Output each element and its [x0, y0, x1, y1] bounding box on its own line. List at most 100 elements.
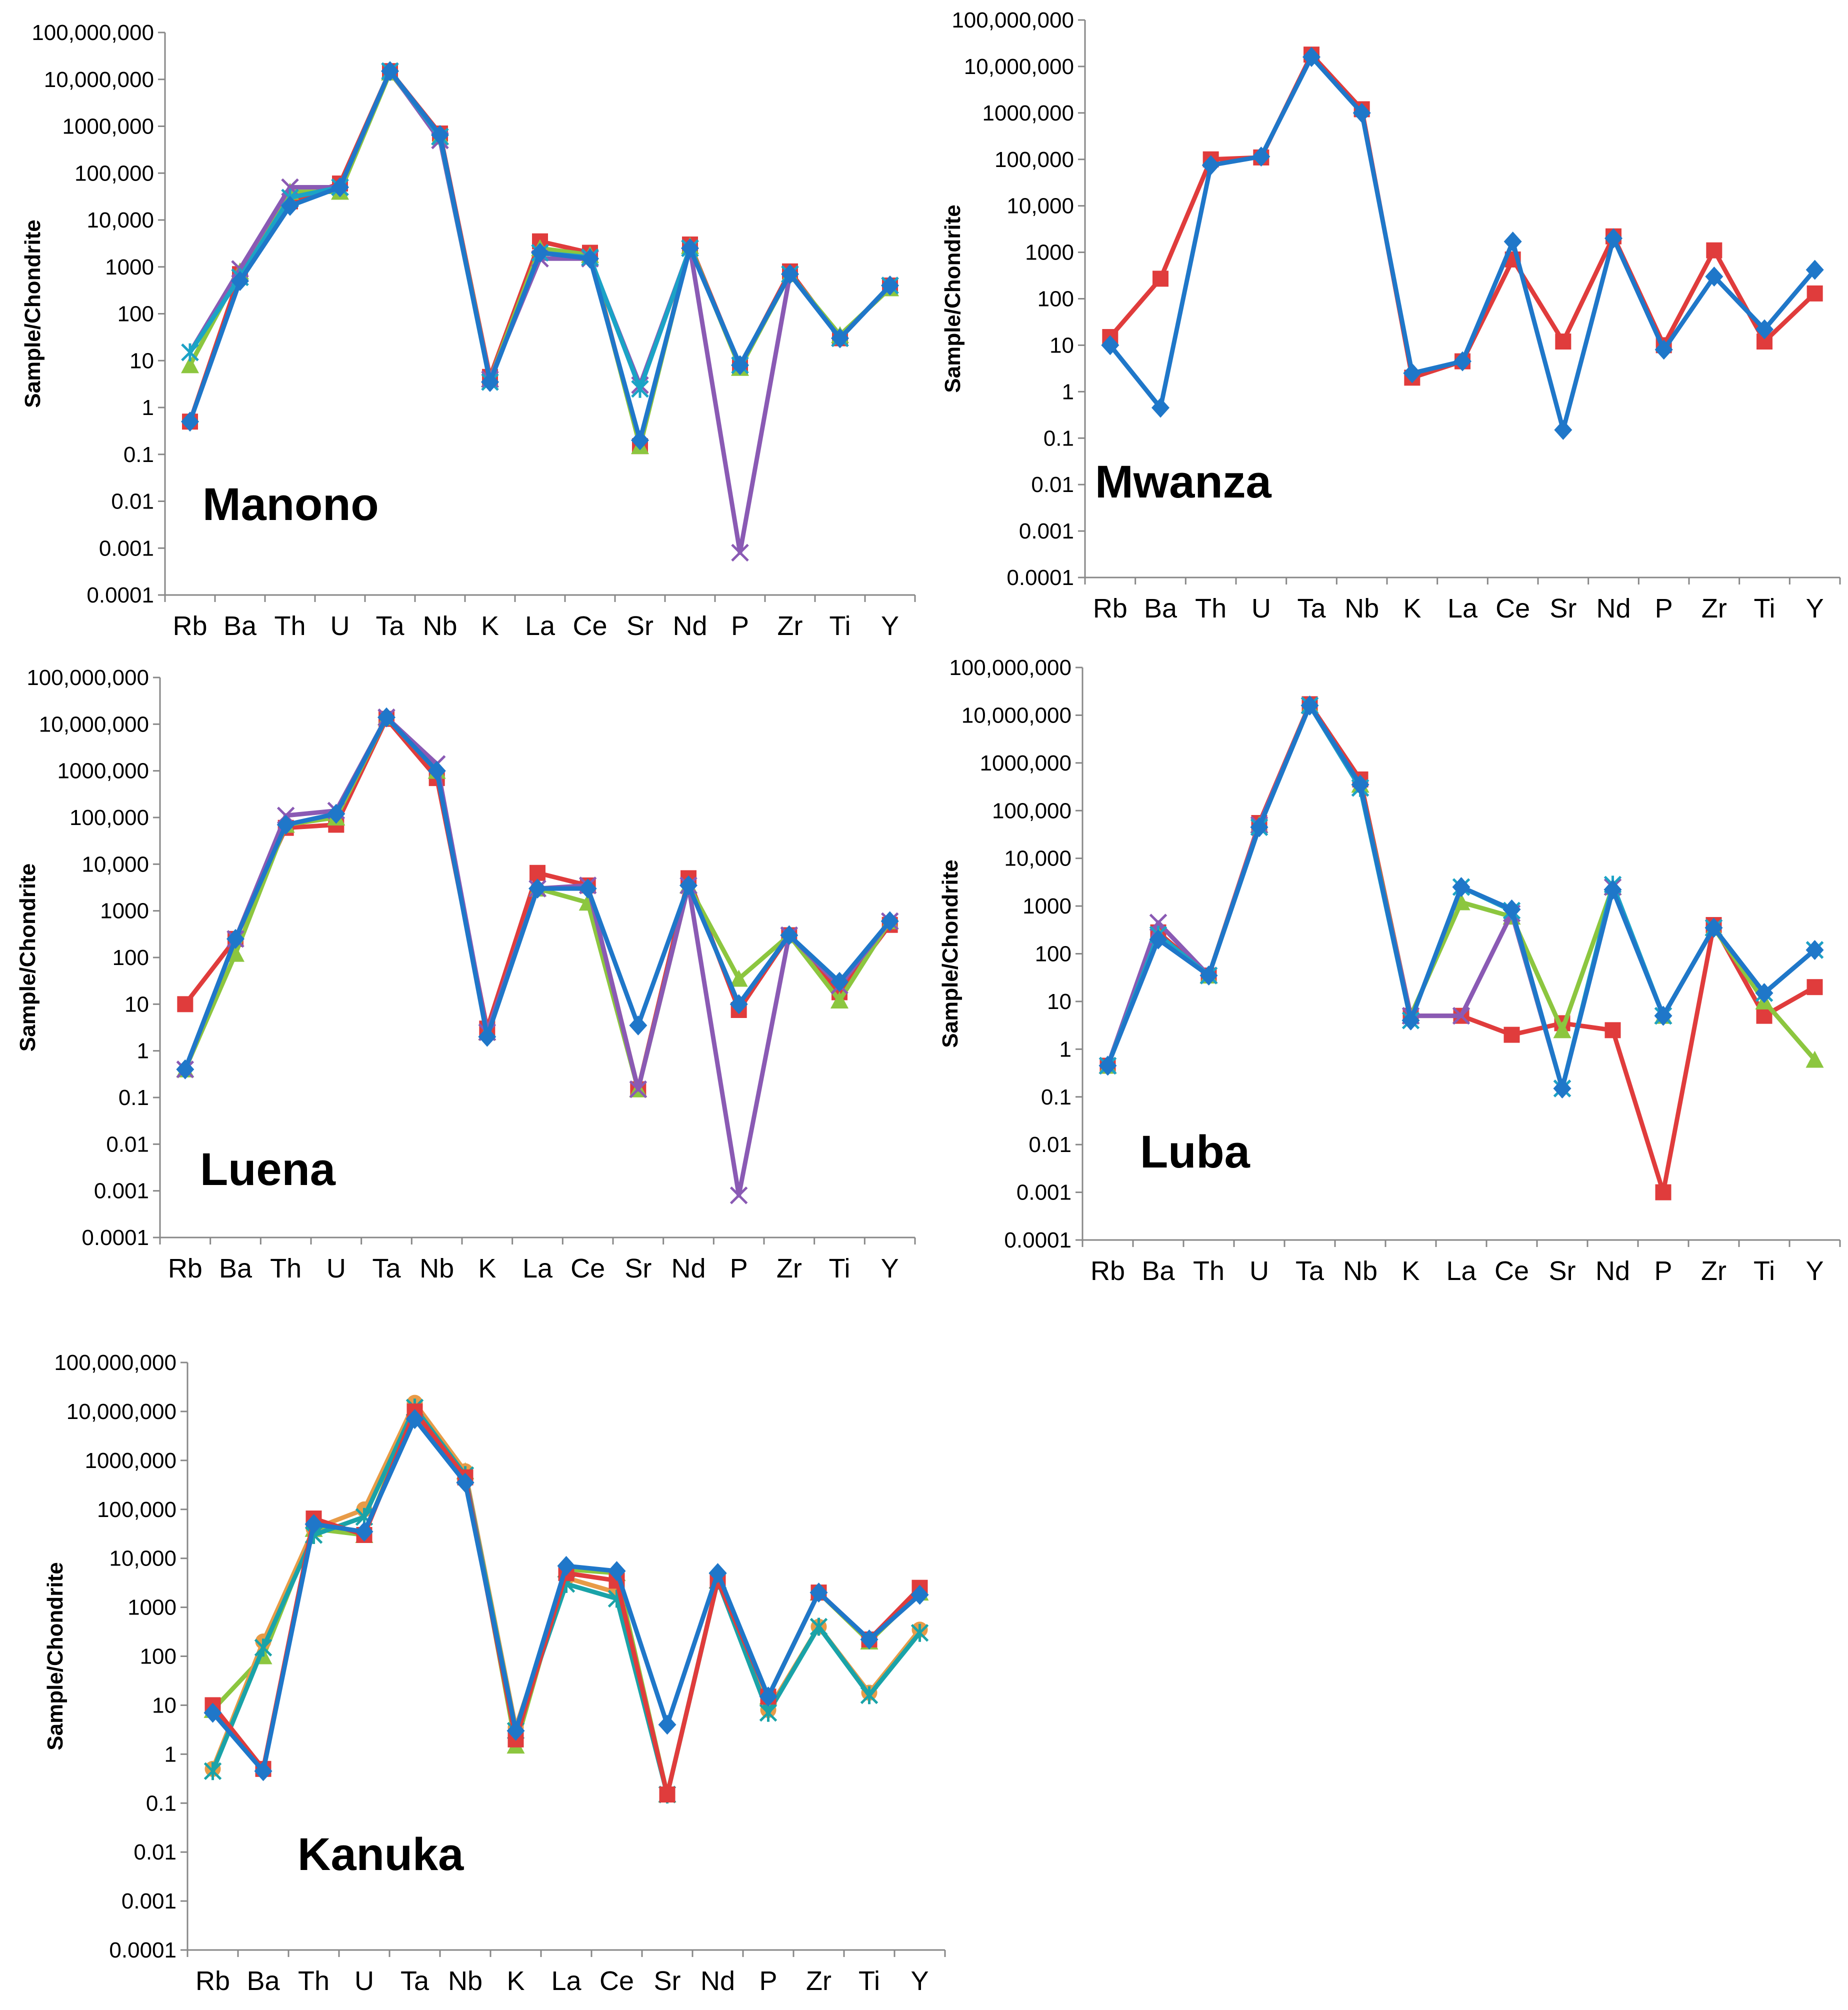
x-tick-label: K — [506, 1966, 524, 1996]
y-tick-label: 100 — [112, 946, 149, 970]
x-tick-label: Ti — [830, 611, 851, 641]
data-point — [181, 343, 199, 362]
data-point — [304, 1514, 323, 1534]
data-point — [830, 972, 848, 992]
data-point — [1101, 335, 1120, 356]
x-tick-label: Nb — [420, 1254, 454, 1284]
data-point — [731, 544, 749, 562]
x-tick-label: U — [326, 1254, 346, 1284]
data-point — [281, 196, 299, 216]
data-point — [780, 925, 798, 946]
x-tick-label: Th — [298, 1966, 330, 1996]
x-tick-label: Ce — [572, 611, 607, 641]
y-tick-label: 0.001 — [99, 536, 154, 560]
y-tick-label: 0.01 — [1028, 1132, 1072, 1157]
y-tick-label: 100,000 — [994, 148, 1074, 172]
data-point — [1755, 983, 1774, 1004]
y-tick-label: 1000,000 — [982, 101, 1074, 126]
data-point — [1300, 695, 1319, 716]
y-axis-label: Sample/Chondrite — [20, 220, 45, 408]
y-tick-label: 10,000 — [109, 1546, 176, 1571]
data-point — [327, 804, 346, 824]
data-point — [860, 1686, 878, 1704]
data-point — [1152, 398, 1170, 418]
y-tick-label: 1 — [1062, 380, 1074, 404]
y-tick-label: 0.01 — [106, 1132, 149, 1156]
x-tick-label: Nb — [422, 611, 457, 641]
series-sample-red — [177, 710, 898, 1098]
data-point — [881, 276, 899, 296]
y-tick-label: 10,000 — [82, 852, 149, 876]
x-tick-label: Sr — [1550, 594, 1576, 624]
data-point — [231, 270, 249, 291]
x-tick-label: Zr — [778, 611, 803, 641]
x-tick-label: Rb — [1090, 1256, 1125, 1286]
y-tick-label: 100 — [1035, 942, 1072, 966]
y-tick-label: 1000 — [1022, 894, 1072, 918]
y-tick-label: 0.01 — [1031, 472, 1074, 497]
y-tick-label: 10,000 — [1004, 846, 1072, 871]
y-tick-label: 0.001 — [1019, 519, 1074, 544]
x-tick-label: La — [551, 1966, 582, 1996]
panel-title: Kanuka — [298, 1829, 464, 1880]
panel-kanuka: 0.0001 0.001 0.01 0.1 1 10 100 1000 10,000 100,00… — [43, 1350, 946, 1996]
y-tick-label: 0.001 — [122, 1889, 176, 1914]
x-tick-label: Ti — [829, 1254, 850, 1284]
x-tick-label: Zr — [1701, 1256, 1726, 1286]
data-point — [1504, 232, 1522, 252]
x-tick-label: Y — [1806, 594, 1824, 624]
data-point — [880, 911, 899, 932]
series-sample-blue — [1101, 46, 1824, 440]
y-tick-label: 10,000,000 — [66, 1400, 176, 1424]
data-point — [578, 878, 597, 899]
data-point — [1403, 363, 1422, 384]
y-tick-label: 10,000,000 — [962, 703, 1072, 728]
x-tick-label: Th — [1195, 594, 1226, 624]
x-tick-label: P — [731, 611, 749, 641]
data-point — [276, 814, 295, 835]
data-point — [1704, 918, 1723, 938]
x-tick-label: Ce — [570, 1254, 605, 1284]
data-point — [1604, 228, 1622, 248]
y-tick-label: 100,000 — [97, 1498, 176, 1522]
data-point — [1604, 880, 1622, 900]
data-point — [810, 1582, 828, 1603]
x-tick-label: Y — [881, 1254, 899, 1284]
y-tick-label: 1 — [142, 396, 154, 420]
data-point — [631, 430, 649, 450]
data-point — [730, 1186, 748, 1204]
data-point — [1452, 893, 1470, 910]
data-point — [478, 1026, 496, 1047]
data-point — [1454, 351, 1472, 372]
x-tick-label: Ba — [1142, 1256, 1175, 1286]
y-tick-label: 100,000,000 — [26, 666, 149, 690]
x-tick-label: Th — [274, 611, 306, 641]
x-tick-label: Rb — [172, 611, 207, 641]
panel-title: Luena — [200, 1144, 336, 1195]
y-tick-label: 1000 — [1025, 240, 1074, 265]
data-point — [456, 1472, 474, 1493]
data-point — [730, 970, 748, 987]
data-point — [481, 372, 499, 392]
data-point — [355, 1522, 374, 1542]
series-sample-green — [176, 708, 899, 1098]
data-point — [1202, 155, 1220, 176]
x-tick-label: Rb — [168, 1254, 202, 1284]
x-tick-label: Ti — [858, 1966, 880, 1996]
data-point — [629, 1080, 648, 1098]
x-tick-label: Ba — [224, 611, 257, 641]
data-point — [1098, 1056, 1117, 1076]
x-tick-label: Nd — [1596, 1256, 1630, 1286]
panel-luena: 0.0001 0.001 0.01 0.1 1 10 100 1000 10,000 100,00… — [16, 666, 916, 1284]
x-tick-label: U — [330, 611, 350, 641]
x-tick-label: Nb — [1343, 1256, 1378, 1286]
y-tick-label: 100,000,000 — [54, 1350, 176, 1375]
y-tick-label: 0.0001 — [86, 583, 154, 608]
data-point — [1149, 929, 1168, 950]
y-tick-label: 1000,000 — [980, 751, 1072, 776]
data-point — [1553, 1078, 1572, 1098]
x-tick-label: Th — [270, 1254, 302, 1284]
data-point — [1806, 940, 1824, 960]
panel-manono: 0.0001 0.001 0.01 0.1 1 10 100 1000 10,000 100,00… — [20, 20, 916, 641]
